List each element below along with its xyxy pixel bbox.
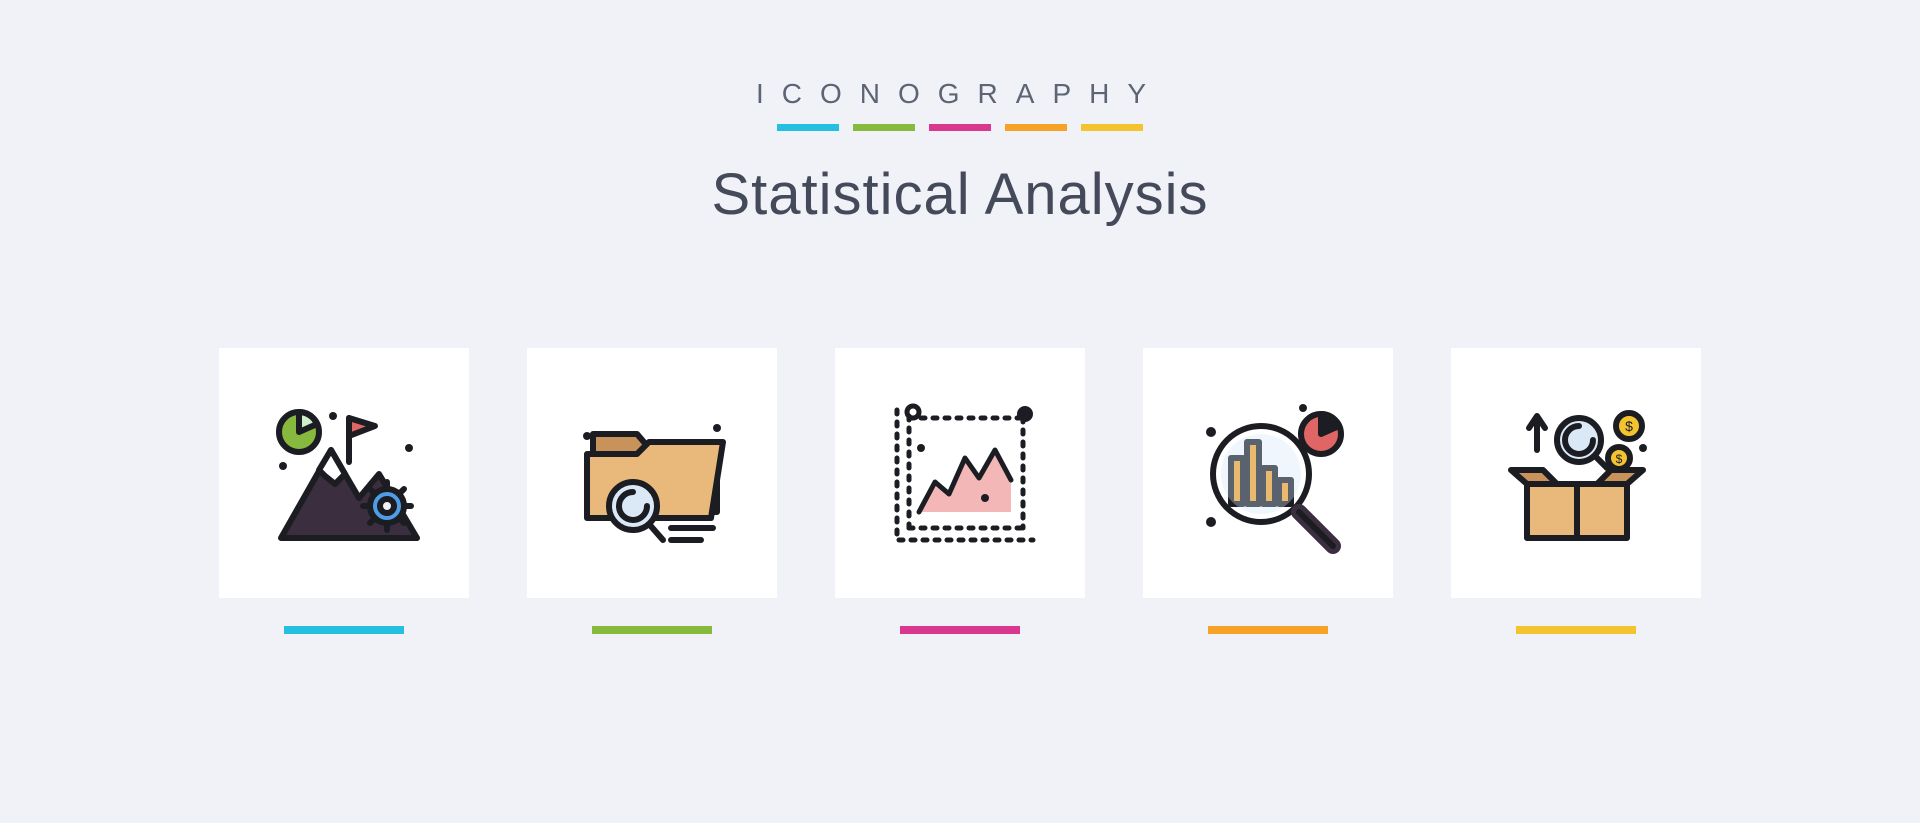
pack-title: Statistical Analysis — [711, 161, 1208, 228]
area-chart-icon — [875, 388, 1045, 558]
card — [527, 348, 777, 598]
card — [1143, 348, 1393, 598]
mountain-goal-icon — [259, 388, 429, 558]
tile-underline — [284, 626, 404, 634]
box-revenue-icon: $ $ — [1491, 388, 1661, 558]
card: $ $ — [1451, 348, 1701, 598]
underline-magenta — [929, 124, 991, 131]
card — [835, 348, 1085, 598]
tile-analysis — [1143, 348, 1393, 634]
svg-text:$: $ — [1616, 452, 1623, 466]
brand-underlines — [711, 124, 1208, 131]
folder-search-icon — [567, 388, 737, 558]
tile-underline — [592, 626, 712, 634]
tile-underline — [900, 626, 1020, 634]
tile-underline — [1516, 626, 1636, 634]
analysis-magnify-icon — [1183, 388, 1353, 558]
tile-folder — [527, 348, 777, 634]
card — [219, 348, 469, 598]
underline-green — [853, 124, 915, 131]
brand-label: ICONOGRAPHY — [711, 78, 1208, 110]
underline-orange — [1005, 124, 1067, 131]
tile-box: $ $ — [1451, 348, 1701, 634]
tile-underline — [1208, 626, 1328, 634]
header: ICONOGRAPHY Statistical Analysis — [711, 78, 1208, 228]
svg-text:$: $ — [1625, 418, 1633, 434]
icon-row: $ $ — [219, 348, 1701, 634]
underline-cyan — [777, 124, 839, 131]
tile-mountain — [219, 348, 469, 634]
tile-chart — [835, 348, 1085, 634]
underline-yellow — [1081, 124, 1143, 131]
